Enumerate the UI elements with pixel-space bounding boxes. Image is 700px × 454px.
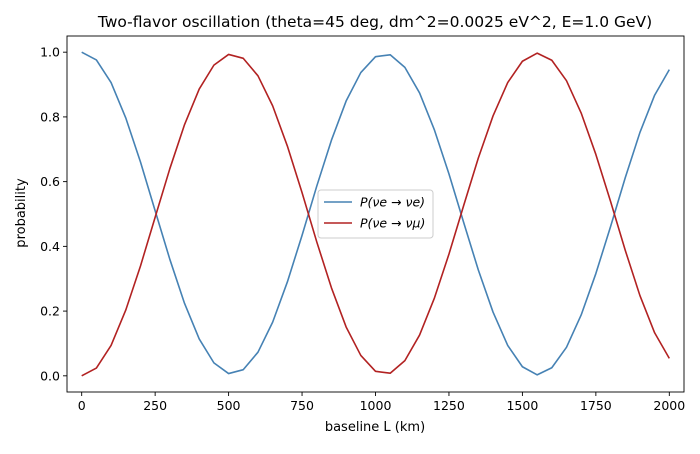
series-line-1 xyxy=(81,51,671,376)
x-tick-label: 0 xyxy=(78,398,86,413)
chart-title: Two-flavor oscillation (theta=45 deg, dm… xyxy=(97,13,652,31)
x-tick-label: 500 xyxy=(217,398,241,413)
x-tick-label: 1000 xyxy=(360,398,392,413)
y-tick-label: 0.6 xyxy=(40,174,60,189)
y-axis-label: probability xyxy=(14,178,29,248)
legend: P(νe → νe) P(νe → νμ) xyxy=(317,189,434,239)
y-tick-label: 1.0 xyxy=(40,45,60,60)
x-tick-label: 250 xyxy=(143,398,167,413)
x-tick-label: 1500 xyxy=(506,398,538,413)
x-tick-label: 1750 xyxy=(580,398,612,413)
y-tick-label: 0.2 xyxy=(40,304,60,319)
plot-area: 0 250 500 750 1000 1250 1500 1750 2000 0.0 0.2 0.4 0… xyxy=(40,35,685,413)
x-tick-label: 2000 xyxy=(653,398,685,413)
x-axis-label: baseline L (km) xyxy=(325,420,425,435)
series-line-2 xyxy=(81,52,671,377)
legend-label-2: P(νe → νμ) xyxy=(360,216,425,231)
y-tick-label: 0.8 xyxy=(40,109,60,124)
x-tick-label: 750 xyxy=(290,398,314,413)
x-tick-label: 1250 xyxy=(433,398,465,413)
legend-label-1: P(νe → νe) xyxy=(360,195,425,210)
y-tick-label: 0.4 xyxy=(40,239,60,254)
y-tick-label: 0.0 xyxy=(40,368,60,383)
